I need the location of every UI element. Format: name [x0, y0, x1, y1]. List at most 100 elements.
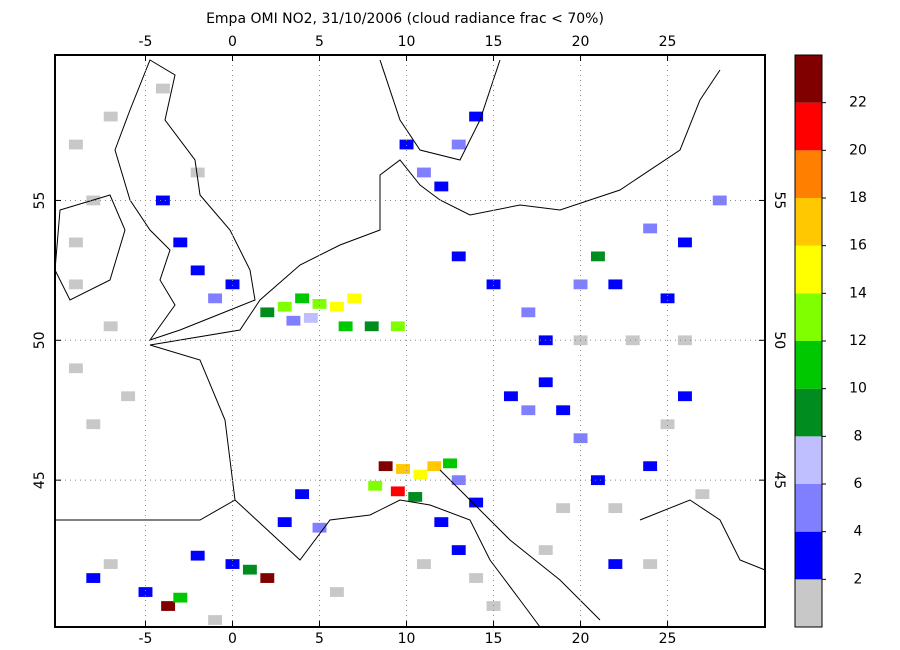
no2-pixel	[521, 405, 536, 416]
lon-tick-label: 20	[572, 34, 590, 50]
colorbar-bin	[795, 198, 822, 246]
no2-pixel	[590, 475, 605, 486]
lat-tick-label: 45	[771, 471, 787, 489]
lon-tick-label: 25	[659, 631, 677, 647]
no2-pixel	[503, 391, 518, 402]
no2-pixel	[86, 419, 101, 430]
colorbar-label: 8	[854, 428, 863, 444]
colorbar-bin	[795, 484, 822, 532]
no2-pixel	[378, 461, 393, 472]
colorbar-label: 22	[849, 95, 867, 111]
no2-pixel	[260, 307, 275, 318]
colorbar-bin	[795, 245, 822, 294]
coastline	[379, 59, 501, 161]
colorbar: 2 4 6 8 10 12 14 16 18 20 22	[794, 54, 867, 628]
no2-pixel	[521, 307, 536, 318]
colorbar-label: 18	[849, 190, 867, 206]
no2-pixel	[103, 321, 118, 332]
colorbar-bin	[795, 531, 822, 580]
coastline	[55, 69, 721, 521]
lon-tick-label: 15	[485, 34, 503, 50]
no2-pixel	[190, 265, 205, 276]
no2-pixel	[86, 573, 101, 583]
no2-pixel	[469, 497, 484, 508]
no2-pixel	[427, 461, 442, 472]
pixel-layer	[68, 83, 727, 625]
coastline	[54, 194, 126, 301]
no2-pixel	[295, 489, 310, 500]
no2-pixel	[469, 573, 484, 583]
colorbar-label: 6	[854, 476, 863, 492]
no2-pixel	[173, 592, 188, 603]
no2-pixel	[364, 321, 379, 332]
no2-pixel	[68, 237, 83, 248]
lon-tick-label: 20	[572, 631, 590, 647]
no2-pixel	[556, 503, 571, 514]
lon-tick-label: 0	[228, 631, 237, 647]
no2-pixel	[486, 279, 501, 290]
colorbar-label: 20	[849, 142, 867, 158]
no2-pixel	[161, 601, 176, 611]
no2-pixel	[413, 469, 428, 480]
no2-pixel	[590, 251, 605, 262]
no2-pixel	[451, 139, 466, 150]
no2-pixel	[625, 335, 640, 346]
no2-pixel	[68, 363, 83, 374]
coastline	[234, 499, 541, 628]
no2-pixel	[190, 167, 205, 178]
lon-tick-label: 5	[315, 34, 324, 50]
no2-pixel	[538, 545, 553, 555]
no2-pixel	[712, 195, 727, 206]
no2-pixel	[173, 237, 188, 248]
no2-pixel	[677, 335, 692, 346]
coastline	[439, 469, 601, 621]
no2-pixel	[660, 419, 675, 430]
lat-tick-label: 45	[32, 471, 48, 489]
no2-pixel	[260, 573, 275, 583]
no2-pixel	[68, 139, 83, 150]
no2-pixel	[225, 279, 240, 290]
no2-pixel	[208, 293, 223, 304]
no2-pixel	[677, 237, 692, 248]
lat-tick-label: 55	[771, 192, 787, 210]
no2-pixel	[408, 492, 423, 502]
no2-pixel	[416, 167, 431, 178]
colorbar-bin	[795, 341, 822, 389]
no2-pixel	[390, 321, 405, 332]
lat-tick-label: 50	[771, 331, 787, 349]
no2-pixel	[277, 301, 292, 312]
no2-pixel	[303, 313, 318, 323]
no2-pixel	[451, 545, 466, 555]
colorbar-bin	[795, 55, 822, 103]
no2-pixel	[103, 111, 118, 122]
no2-pixel	[390, 486, 405, 497]
no2-pixel	[295, 293, 310, 304]
no2-pixel	[643, 223, 658, 234]
coastline	[639, 499, 766, 571]
lon-tick-label: -5	[139, 34, 153, 50]
no2-pixel	[286, 315, 301, 326]
no2-pixel	[329, 587, 344, 597]
no2-pixel	[312, 299, 327, 309]
no2-pixel	[155, 83, 170, 94]
colorbar-label: 4	[854, 524, 863, 540]
colorbar-label: 14	[849, 285, 867, 301]
no2-pixel	[338, 321, 353, 332]
map-frame	[54, 54, 766, 628]
no2-pixel	[469, 111, 484, 122]
colorbar-bin	[795, 579, 822, 627]
no2-pixel	[608, 503, 623, 514]
no2-pixel	[573, 279, 588, 290]
no2-pixel	[486, 601, 501, 611]
no2-pixel	[190, 550, 205, 561]
no2-pixel	[396, 464, 410, 474]
colorbar-label: 2	[854, 571, 863, 587]
lat-tick-label: 50	[32, 331, 48, 349]
no2-pixel	[538, 377, 553, 388]
no2-pixel	[677, 391, 692, 402]
no2-pixel	[643, 559, 658, 569]
lon-tick-label: 25	[659, 34, 677, 50]
lon-tick-label: -5	[139, 631, 153, 647]
no2-pixel	[103, 559, 118, 569]
no2-pixel	[608, 279, 623, 290]
